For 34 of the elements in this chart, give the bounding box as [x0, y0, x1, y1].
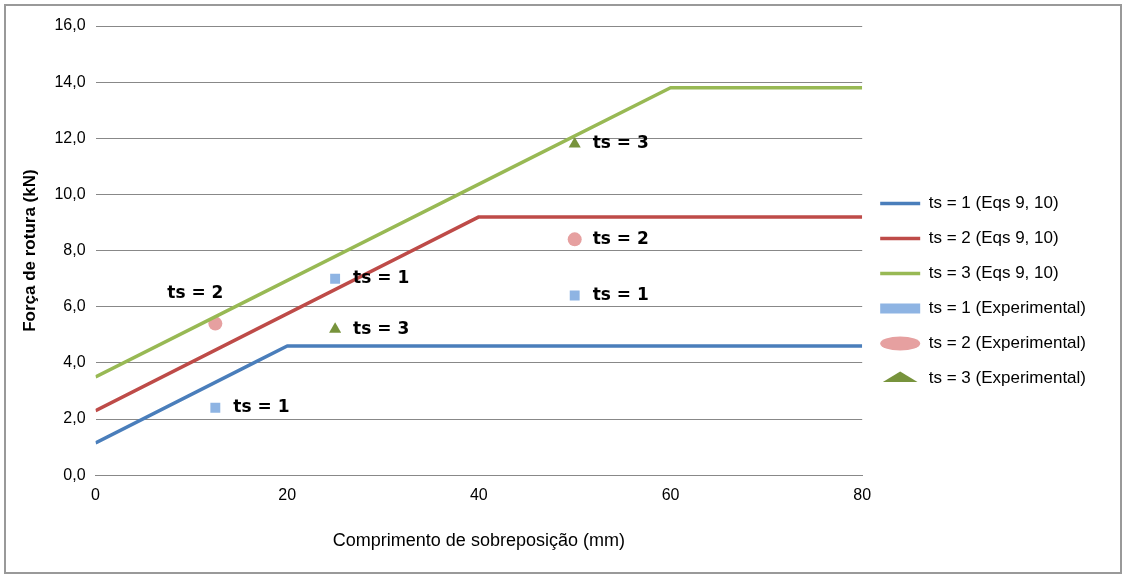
x-tick-label: 40 [469, 486, 488, 504]
point [569, 290, 580, 301]
annotation: ts = 2 [167, 282, 224, 303]
x-tick-label: 0 [91, 486, 101, 504]
y-tick-label: 12,0 [54, 128, 86, 146]
annotation: ts = 3 [592, 132, 649, 153]
legend-label: ts = 2 (Eqs 9, 10) [928, 228, 1059, 248]
y-tick-label: 2,0 [63, 409, 86, 427]
point [329, 322, 342, 333]
annotation: ts = 2 [592, 227, 649, 248]
y-tick-label: 14,0 [54, 72, 86, 90]
annotation: ts = 1 [592, 283, 649, 304]
legend-label: ts = 2 (Experimental) [928, 333, 1086, 353]
y-tick-label: 16,0 [54, 16, 86, 34]
point [568, 136, 581, 148]
x-axis-title: Comprimento de sobreposição (mm) [332, 530, 625, 551]
point [330, 273, 341, 284]
annotation: ts = 3 [353, 317, 410, 338]
legend-label: ts = 3 (Eqs 9, 10) [928, 263, 1059, 283]
y-tick-label: 0,0 [63, 465, 86, 483]
point [210, 402, 221, 413]
y-tick-label: 6,0 [63, 297, 86, 315]
x-tick-label: 60 [661, 486, 680, 504]
legend-label: ts = 1 (Experimental) [928, 298, 1086, 318]
legend-label: ts = 1 (Eqs 9, 10) [928, 193, 1059, 213]
y-tick-label: 10,0 [54, 184, 86, 202]
y-axis-title: Força de rotura (kN) [19, 169, 39, 332]
annotation: ts = 1 [233, 396, 290, 417]
y-tick-label: 4,0 [63, 353, 86, 371]
x-tick-label: 80 [853, 486, 872, 504]
point [567, 232, 582, 247]
legend-label: ts = 3 (Experimental) [928, 368, 1086, 388]
y-tick-label: 8,0 [63, 241, 86, 259]
x-tick-label: 20 [278, 486, 297, 504]
